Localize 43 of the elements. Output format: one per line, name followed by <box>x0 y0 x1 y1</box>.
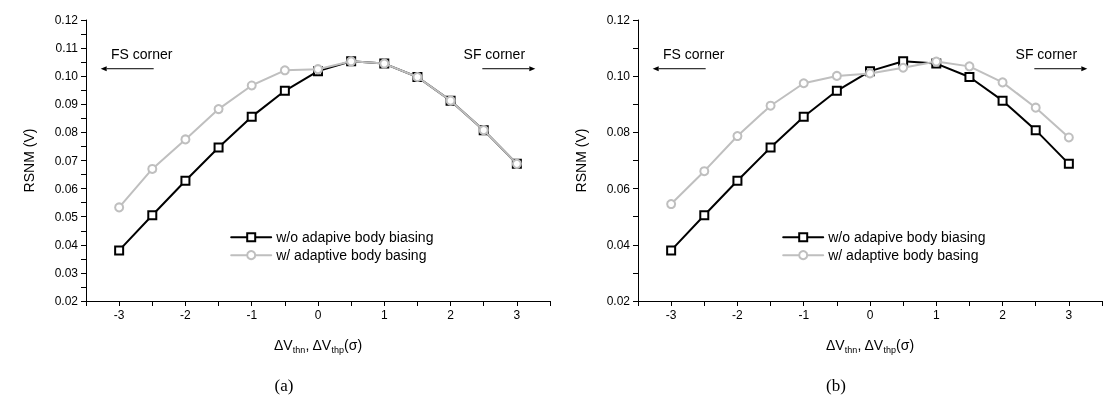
x-tick-label: -1 <box>798 308 810 322</box>
y-axis-title: RSNM (V) <box>573 128 589 193</box>
annotation: SF corner <box>1015 45 1078 62</box>
y-tick-label: 0.06 <box>606 181 631 196</box>
y-tick-label: 0.11 <box>55 41 79 56</box>
annotation: FS corner <box>662 45 725 62</box>
x-tick-label: 1 <box>932 308 940 322</box>
y-tick-label: 0.12 <box>606 13 631 27</box>
y-tick-label: 0.10 <box>54 69 79 84</box>
x-tick-label: -2 <box>180 308 192 322</box>
y-tick-label: 0.06 <box>54 181 79 196</box>
y-tick-label: 0.05 <box>54 209 79 224</box>
x-tick-label: 2 <box>447 308 455 322</box>
x-tick-label: -1 <box>246 308 258 322</box>
legend-label: w/o adapive body biasing <box>827 229 986 246</box>
y-tick-label: 0.02 <box>54 294 79 308</box>
legend-label: w/ adaptive body basing <box>275 247 427 264</box>
y-tick-label: 0.04 <box>606 237 631 252</box>
y-tick-label: 0.02 <box>606 294 631 308</box>
y-tick-label: 0.10 <box>606 69 631 84</box>
y-tick-label: 0.12 <box>54 13 79 27</box>
x-tick-label: 2 <box>999 308 1007 322</box>
text: (a) <box>274 376 294 395</box>
legend-label: w/ adaptive body basing <box>827 247 979 264</box>
x-tick-label: 3 <box>1065 308 1073 322</box>
y-tick-label: 0.09 <box>54 97 79 112</box>
legend-label: w/o adapive body biasing <box>275 229 434 246</box>
y-axis-title: RSNM (V) <box>21 128 37 193</box>
y-tick-label: 0.08 <box>54 125 79 140</box>
x-tick-label: 0 <box>866 308 874 322</box>
x-tick-label: 3 <box>513 308 521 322</box>
x-tick-label: -3 <box>665 308 677 322</box>
x-tick-label: 1 <box>380 308 388 322</box>
x-tick-label: -3 <box>113 308 125 322</box>
y-tick-label: 0.04 <box>54 237 79 252</box>
x-tick-label: -2 <box>732 308 744 322</box>
y-tick-label: 0.03 <box>54 265 79 280</box>
annotation: FS corner <box>110 45 173 62</box>
text: (b) <box>826 376 846 395</box>
y-tick-label: 0.08 <box>606 125 631 140</box>
annotation: SF corner <box>463 45 526 62</box>
y-tick-label: 0.07 <box>54 153 79 168</box>
x-tick-label: 0 <box>314 308 322 322</box>
